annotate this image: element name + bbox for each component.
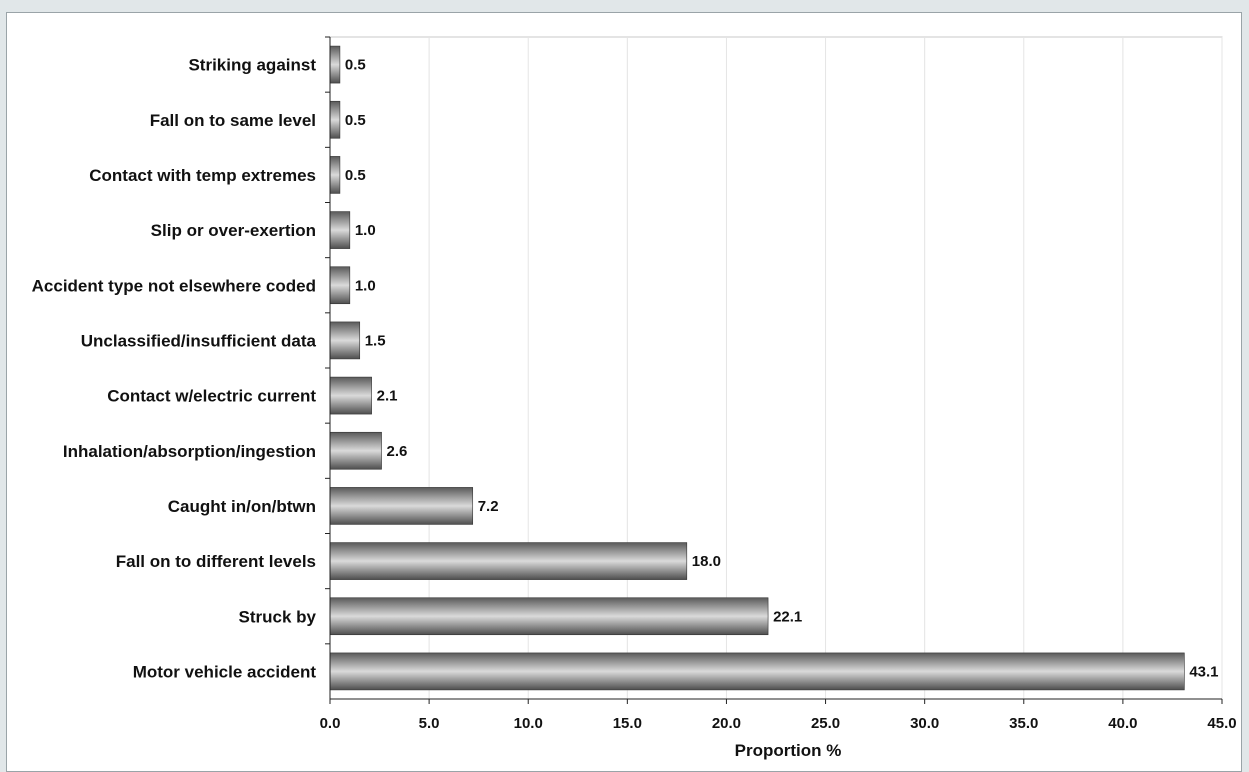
data-label: 0.5 [345,167,366,184]
data-label: 7.2 [478,498,499,515]
category-label: Unclassified/insufficient data [81,331,317,350]
data-label: 22.1 [773,608,802,625]
x-axis-title: Proportion % [735,741,842,760]
x-tick-label: 30.0 [910,715,939,732]
category-label: Caught in/on/btwn [168,497,316,516]
bar [329,100,341,139]
category-label: Slip or over-exertion [151,221,316,240]
data-label: 18.0 [692,553,721,570]
bar [329,431,382,470]
bar [329,211,351,249]
bar [329,597,769,636]
category-label: Fall on to same level [150,111,316,130]
data-label: 0.5 [345,112,366,129]
x-tick-label: 15.0 [613,715,642,732]
x-tick-label: 25.0 [811,715,840,732]
bar [329,652,1185,691]
chart-frame: Striking against 0.5 Fall on to same level… [6,12,1242,772]
x-tick-label: 0.0 [320,715,341,732]
data-label: 43.1 [1189,663,1218,680]
x-axis-ticks: 0.0 5.0 10.0 15.0 20.0 25.0 30.0 35.0 40.0 45.0 [320,699,1237,732]
bars: Striking against 0.5 Fall on to same level… [32,36,1219,691]
bar [329,542,688,580]
bar [329,266,351,305]
bar [329,376,372,415]
x-tick-label: 20.0 [712,715,741,732]
bar [329,487,474,525]
data-label: 1.0 [355,222,376,239]
x-tick-label: 40.0 [1108,715,1137,732]
data-label: 2.1 [377,388,398,405]
gridlines [428,37,1223,699]
bar [329,321,361,360]
data-label: 2.6 [387,443,408,460]
data-label: 1.0 [355,277,376,294]
x-tick-label: 45.0 [1207,715,1236,732]
plot-area [329,36,1223,700]
category-label: Fall on to different levels [116,552,316,571]
data-label: 1.5 [365,332,386,349]
category-label: Inhalation/absorption/ingestion [63,442,316,461]
x-tick-label: 10.0 [514,715,543,732]
data-label: 0.5 [345,57,366,74]
bar [329,156,341,194]
category-label: Struck by [239,607,317,626]
category-label: Striking against [188,56,316,75]
bar [329,45,341,84]
x-tick-label: 5.0 [419,715,440,732]
x-tick-label: 35.0 [1009,715,1038,732]
category-label: Motor vehicle accident [133,662,317,681]
category-label: Contact w/electric current [107,387,316,406]
bar-chart: Striking against 0.5 Fall on to same level… [32,36,1237,760]
category-label: Contact with temp extremes [89,166,316,185]
category-label: Accident type not elsewhere coded [32,276,316,295]
